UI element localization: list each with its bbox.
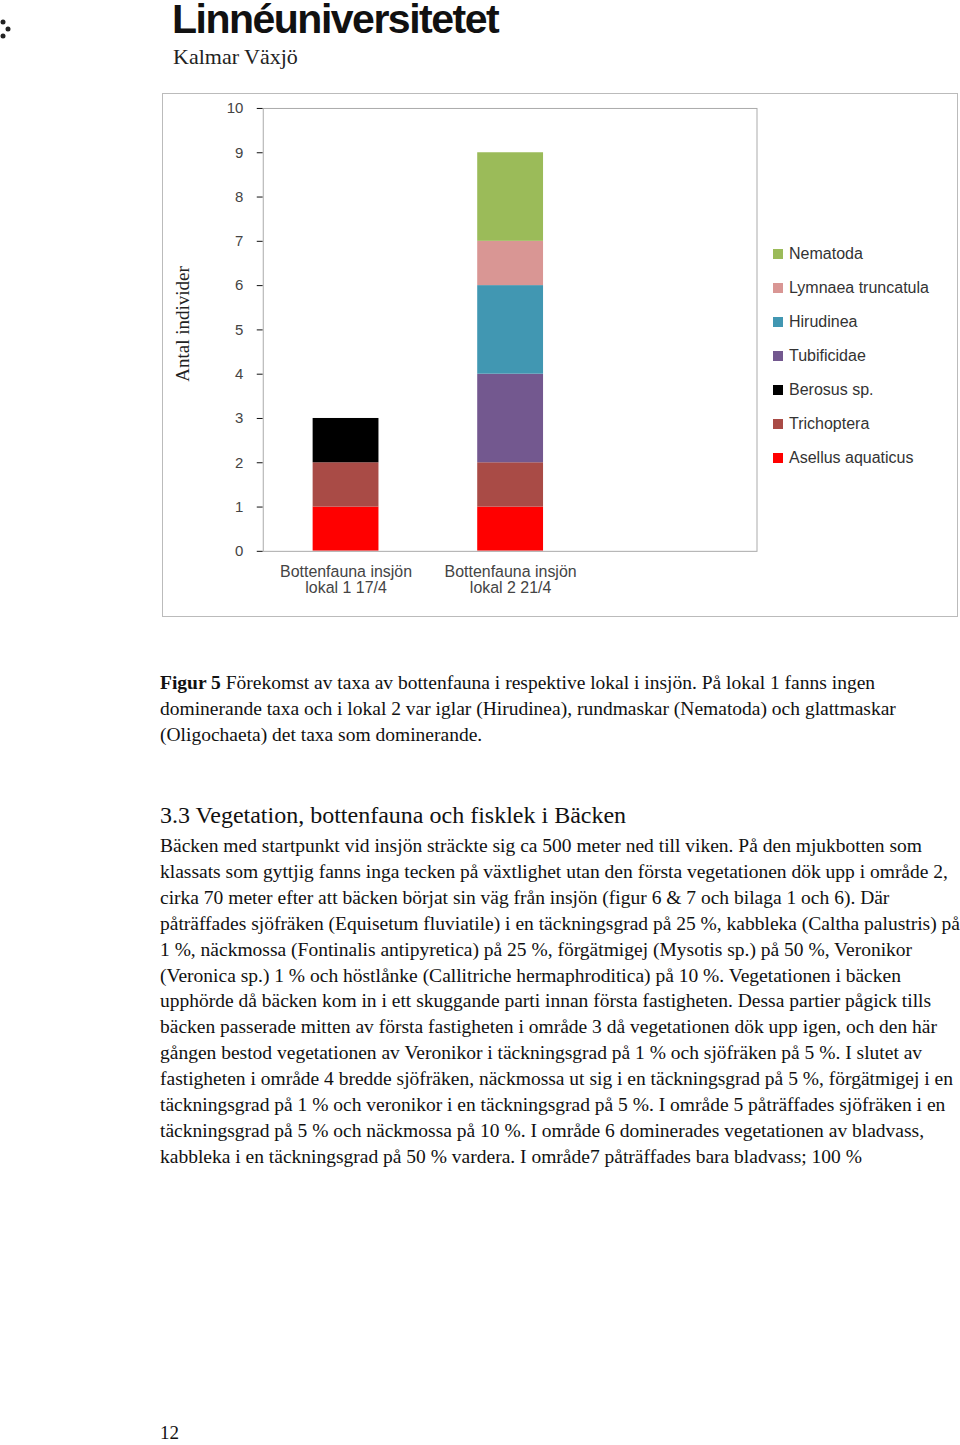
html-text:3.3 Vegetation, bottenfauna oc: 3.3 Vegetation, bottenfauna och fisklek …: [160, 802, 627, 828]
svg-text:0: 0: [235, 542, 243, 559]
svg-text:2: 2: [235, 454, 243, 471]
html-text:Figur 5 Förekomst av taxa av b: Figur 5 Förekomst av taxa av bottenfauna…: [160, 672, 896, 745]
svg-text:9: 9: [235, 144, 243, 161]
html-text:Berosus sp.: Berosus sp.: [789, 381, 874, 398]
svg-text:1: 1: [235, 498, 243, 515]
svg-text:5: 5: [235, 321, 243, 338]
html-text:12: 12: [160, 1422, 179, 1443]
svg-text:7: 7: [235, 232, 243, 249]
svg-text:10: 10: [227, 99, 244, 116]
html-text:Asellus aquaticus: Asellus aquaticus: [789, 449, 914, 466]
html-text:Lymnaea truncatula: Lymnaea truncatula: [789, 279, 929, 296]
html-text:Tubificidae: Tubificidae: [789, 347, 866, 364]
svg-text:4: 4: [235, 365, 243, 382]
html-text:Trichoptera: Trichoptera: [789, 415, 870, 432]
html-text:Hirudinea: Hirudinea: [789, 313, 858, 330]
svg-text:6: 6: [235, 276, 243, 293]
svg-text:Bottenfauna insjönlokal 2 21/4: Bottenfauna insjönlokal 2 21/4: [445, 563, 577, 596]
svg-text:3: 3: [235, 409, 243, 426]
svg-text:8: 8: [235, 188, 243, 205]
html-text:Nematoda: Nematoda: [789, 245, 863, 262]
html-text:Bäcken med startpunkt vid insj: Bäcken med startpunkt vid insjön sträckt…: [160, 835, 960, 1167]
svg-text:Bottenfauna insjönlokal 1 17/4: Bottenfauna insjönlokal 1 17/4: [280, 563, 412, 596]
html-text:Kalmar Växjö: Kalmar Växjö: [173, 44, 298, 69]
html-text:Antal individer: Antal individer: [172, 266, 193, 382]
